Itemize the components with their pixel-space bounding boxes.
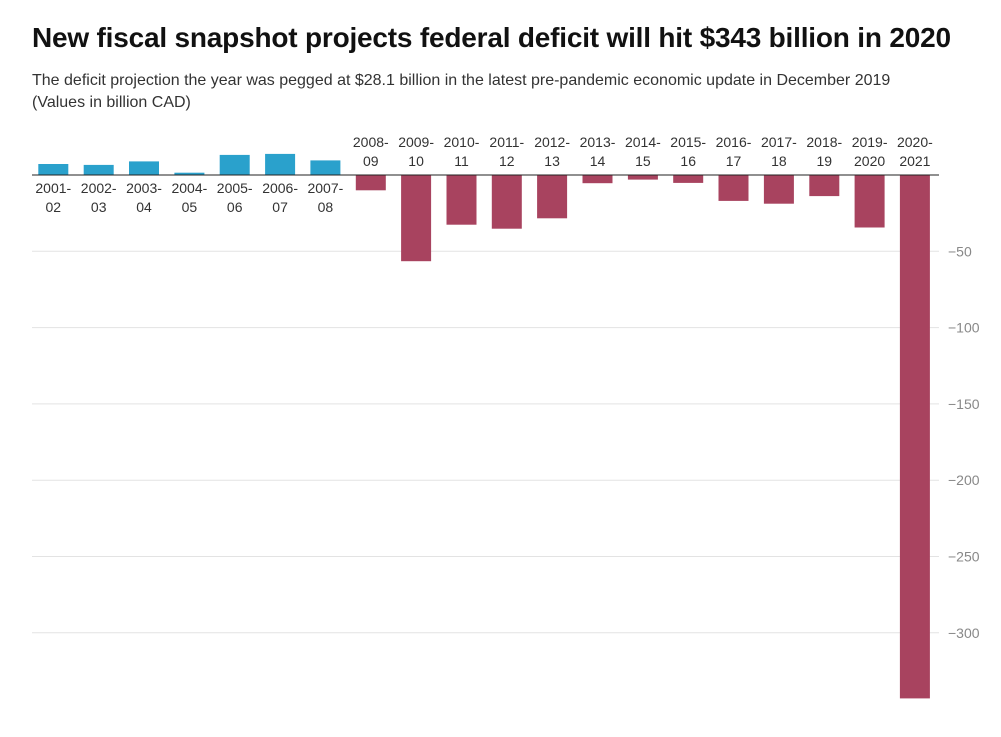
surplus-bar xyxy=(174,172,205,175)
units-note: (Values in billion CAD) xyxy=(32,94,191,111)
x-tick-label: 2009- xyxy=(398,134,434,150)
x-tick-label: 2001- xyxy=(35,180,71,196)
x-tick-label: 09 xyxy=(363,153,379,169)
x-tick-label: 2003- xyxy=(126,180,162,196)
deficit-bar xyxy=(854,175,885,228)
x-tick-label: 19 xyxy=(817,153,833,169)
x-tick-label: 2008- xyxy=(353,134,389,150)
x-tick-label: 2016- xyxy=(716,134,752,150)
deficit-bar xyxy=(899,175,930,699)
y-tick-label: −100 xyxy=(948,320,980,336)
y-tick-label: −300 xyxy=(948,625,980,641)
x-tick-label: 2014- xyxy=(625,134,661,150)
x-tick-label: 2020 xyxy=(854,153,885,169)
surplus-bar xyxy=(219,154,250,175)
x-tick-label: 2018- xyxy=(806,134,842,150)
x-tick-label: 05 xyxy=(182,199,198,215)
x-tick-label: 2002- xyxy=(81,180,117,196)
x-tick-label: 13 xyxy=(544,153,560,169)
x-tick-label: 2005- xyxy=(217,180,253,196)
x-tick-label: 02 xyxy=(46,199,62,215)
y-tick-label: −150 xyxy=(948,396,980,412)
x-tick-label: 06 xyxy=(227,199,243,215)
x-tick-label: 08 xyxy=(318,199,334,215)
deficit-bar xyxy=(537,175,568,219)
deficit-bar xyxy=(718,175,749,201)
x-tick-label: 03 xyxy=(91,199,107,215)
x-tick-label: 15 xyxy=(635,153,651,169)
deficit-bar xyxy=(582,175,613,184)
x-tick-label: 10 xyxy=(408,153,424,169)
x-tick-label: 2019- xyxy=(852,134,888,150)
x-tick-label: 2006- xyxy=(262,180,298,196)
x-tick-label: 18 xyxy=(771,153,787,169)
chart-title: New fiscal snapshot projects federal def… xyxy=(32,22,951,53)
x-tick-label: 2021 xyxy=(899,153,930,169)
surplus-bar xyxy=(310,160,341,175)
deficit-bar xyxy=(401,175,432,262)
surplus-bar xyxy=(129,161,159,175)
x-tick-label: 11 xyxy=(454,153,469,169)
surplus-bar xyxy=(83,164,114,175)
x-tick-label: 17 xyxy=(726,153,742,169)
x-tick-label: 2007- xyxy=(307,180,343,196)
subtitle-text: The deficit projection the year was pegg… xyxy=(32,72,891,89)
chart-subtitle: The deficit projection the year was pegg… xyxy=(32,70,982,114)
x-tick-label: 12 xyxy=(499,153,515,169)
x-tick-label: 2017- xyxy=(761,134,797,150)
deficit-bar xyxy=(491,175,522,229)
x-tick-label: 2011- xyxy=(489,134,524,150)
y-tick-label: −50 xyxy=(948,243,972,259)
x-tick-label: 16 xyxy=(680,153,696,169)
surplus-bar xyxy=(265,153,296,175)
deficit-bar xyxy=(809,175,840,197)
x-tick-label: 2013- xyxy=(580,134,616,150)
x-tick-label: 14 xyxy=(590,153,606,169)
y-tick-label: −250 xyxy=(948,549,980,565)
x-tick-label: 2004- xyxy=(171,180,207,196)
x-tick-label: 07 xyxy=(272,199,288,215)
deficit-bar xyxy=(355,175,386,191)
deficit-bar xyxy=(627,175,658,180)
deficit-bar xyxy=(763,175,794,204)
x-tick-label: 2010- xyxy=(444,134,480,150)
deficit-bar xyxy=(673,175,704,183)
deficit-bar xyxy=(446,175,477,225)
x-tick-label: 2020- xyxy=(897,134,933,150)
surplus-bar xyxy=(38,164,69,175)
x-tick-label: 04 xyxy=(136,199,152,215)
y-tick-label: −200 xyxy=(948,472,980,488)
x-tick-label: 2012- xyxy=(534,134,570,150)
x-tick-label: 2015- xyxy=(670,134,706,150)
